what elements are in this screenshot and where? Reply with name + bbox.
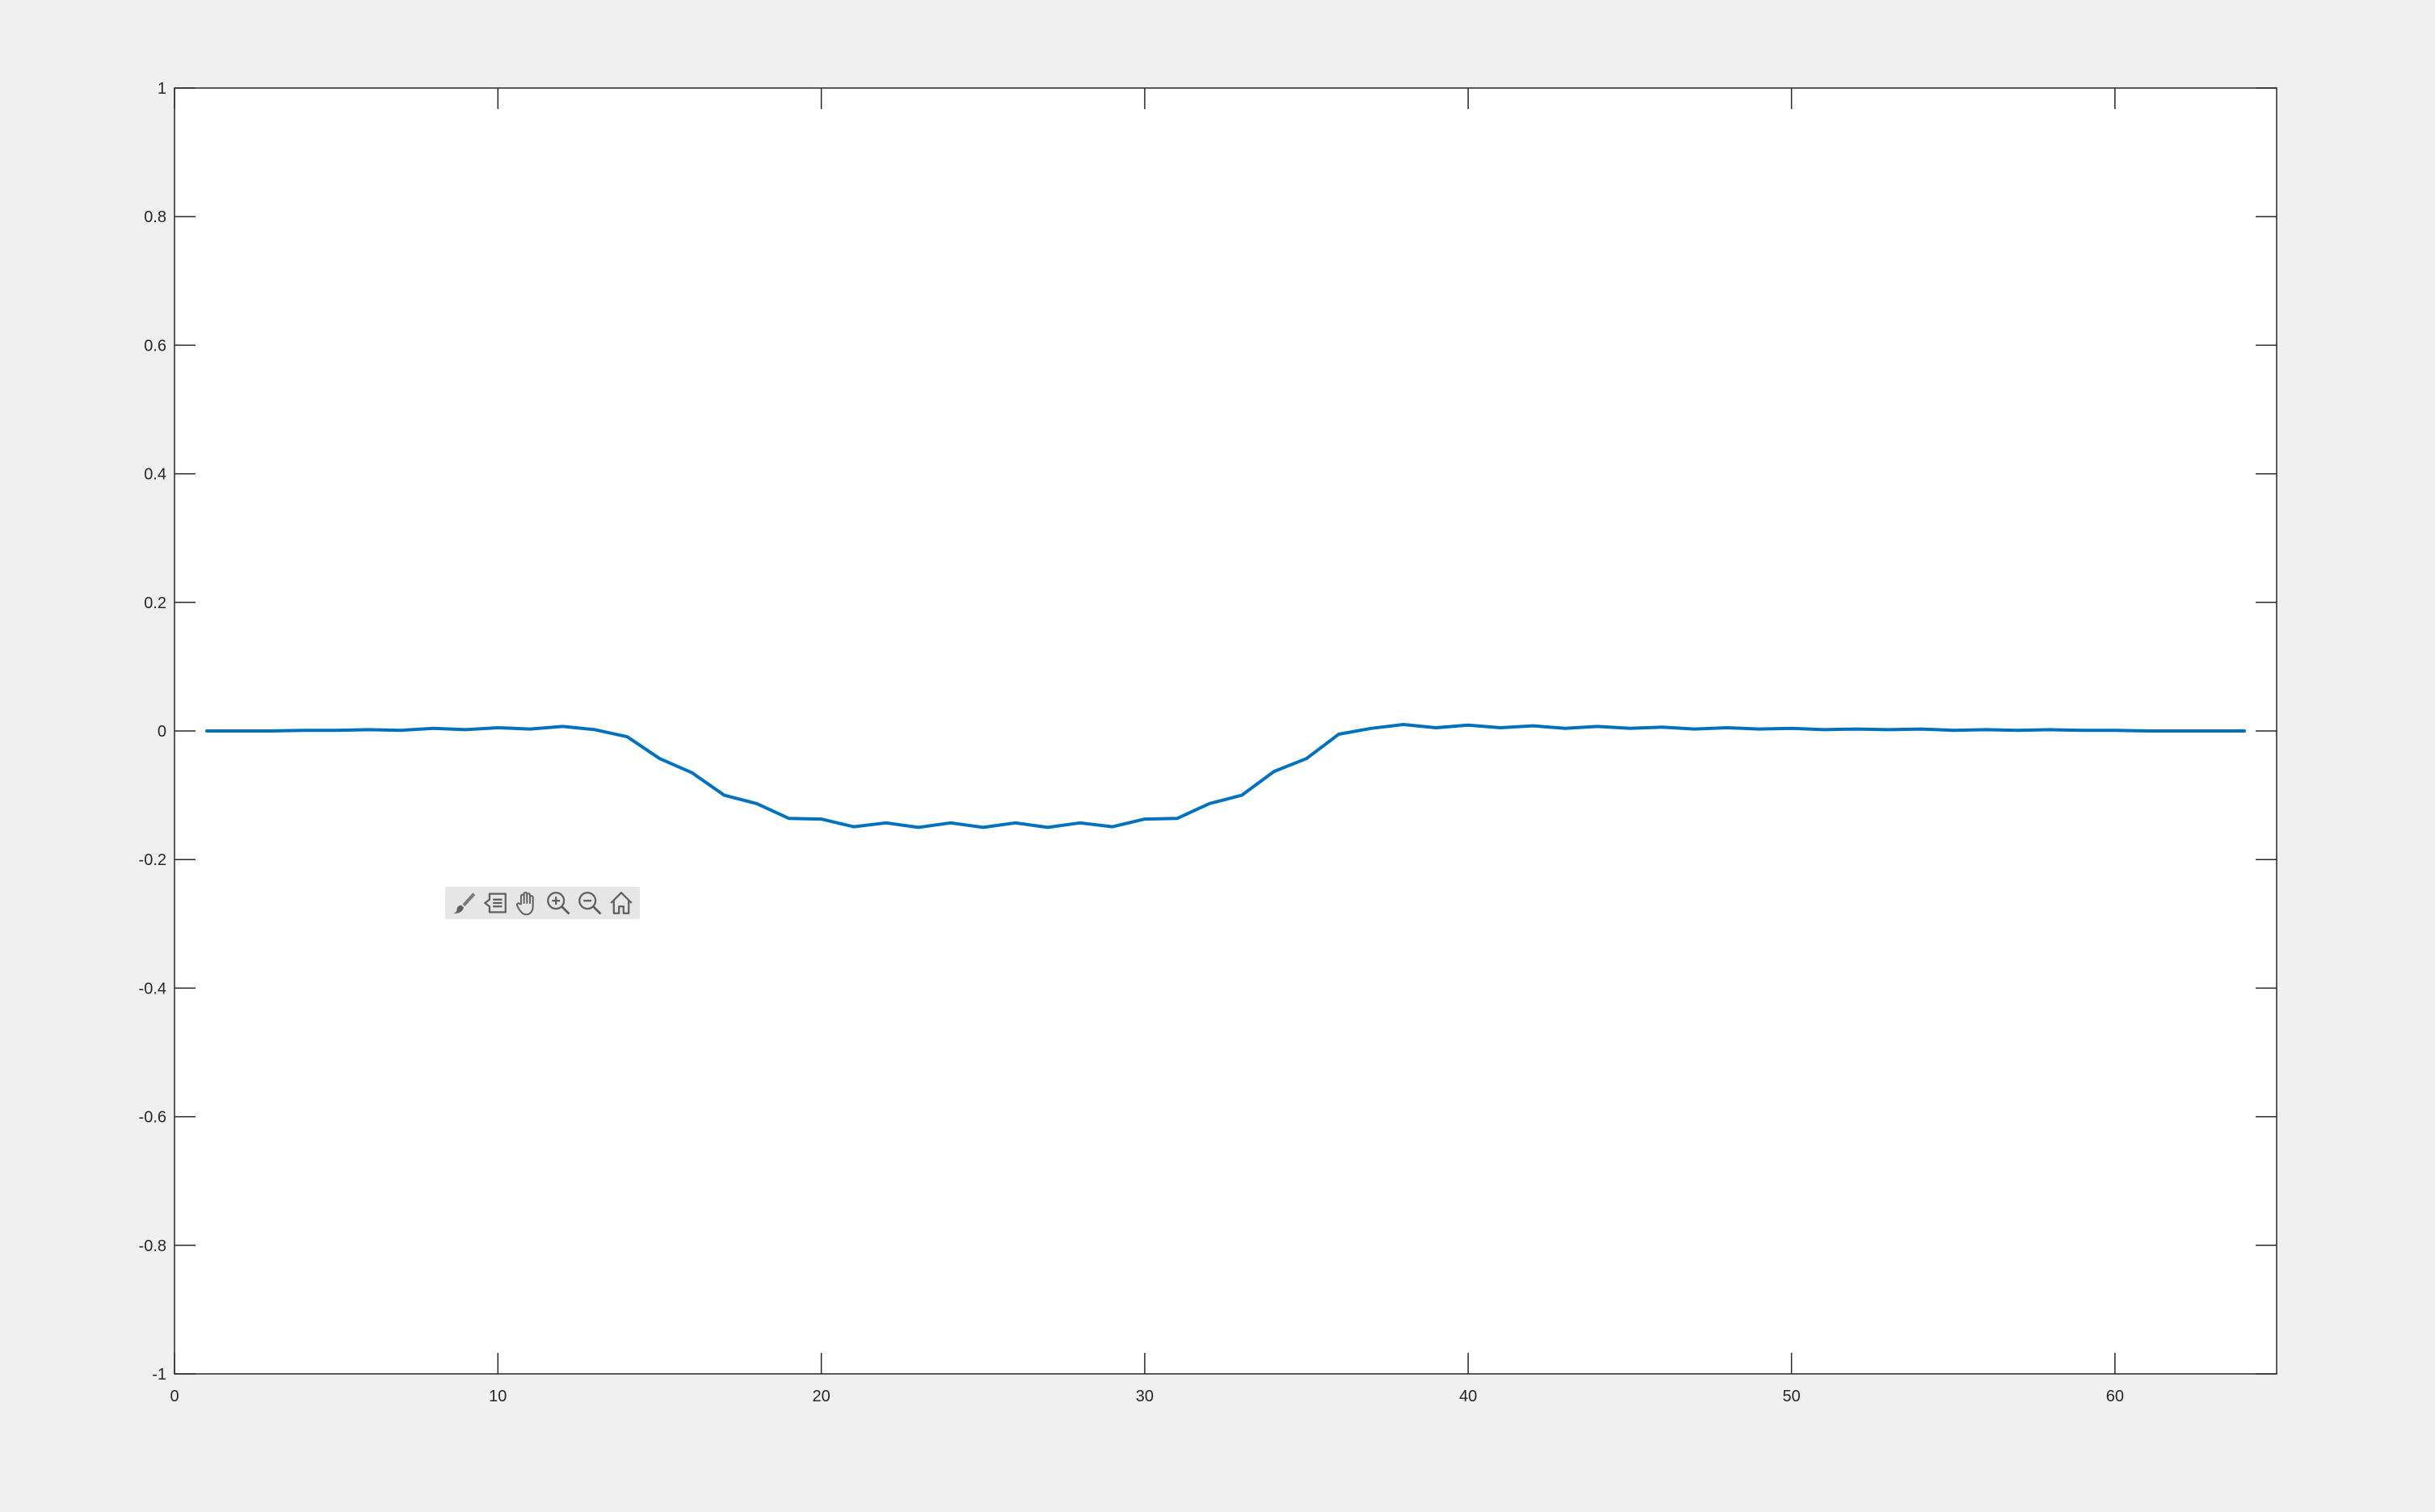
axes-toolbar <box>445 887 640 919</box>
zoom-out-icon <box>576 889 603 917</box>
axes-background <box>175 88 2277 1374</box>
x-tick-label: 0 <box>170 1388 179 1405</box>
brush-icon <box>450 889 477 917</box>
y-tick-label: 1 <box>158 80 166 98</box>
y-tick-label: -0.8 <box>139 1237 166 1255</box>
x-tick-label: 60 <box>2106 1388 2124 1405</box>
y-tick-label: 0.8 <box>144 208 166 226</box>
data-tips-button[interactable] <box>481 888 510 918</box>
data-tips-icon <box>482 889 509 917</box>
pan-button[interactable] <box>512 888 541 918</box>
zoom-in-button[interactable] <box>544 888 573 918</box>
zoom-out-button[interactable] <box>575 888 604 918</box>
y-tick-label: -0.4 <box>139 980 166 998</box>
y-tick-label: 0.4 <box>144 466 166 484</box>
home-button[interactable] <box>607 888 636 918</box>
pan-hand-icon <box>513 889 540 917</box>
y-tick-label: 0.2 <box>144 594 166 612</box>
x-tick-label: 30 <box>1136 1388 1154 1405</box>
y-tick-label: 0.6 <box>144 337 166 355</box>
y-tick-label: -0.2 <box>139 851 166 869</box>
y-tick-label: 0 <box>158 723 166 741</box>
y-tick-label: -1 <box>152 1366 166 1384</box>
home-icon <box>608 889 635 917</box>
y-tick-label: -0.6 <box>139 1109 166 1127</box>
brush-button[interactable] <box>449 888 478 918</box>
x-tick-label: 40 <box>1459 1388 1477 1405</box>
x-tick-label: 20 <box>812 1388 830 1405</box>
x-tick-label: 50 <box>1782 1388 1800 1405</box>
zoom-in-icon <box>545 889 572 917</box>
series-line <box>205 723 2246 830</box>
x-tick-label: 10 <box>489 1388 507 1405</box>
axes-box <box>174 87 2277 1375</box>
axes-tick-labels: 0 10 20 30 40 50 60 -1 -0.8 -0.6 -0.4 -0.2 0 0.2 0.4 0.… <box>139 80 2124 1405</box>
